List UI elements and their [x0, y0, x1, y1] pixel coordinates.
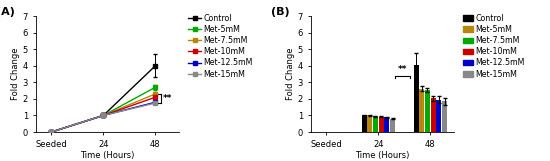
Bar: [384, 117, 389, 132]
Text: **: **: [163, 94, 173, 103]
Bar: [442, 101, 447, 132]
Bar: [390, 119, 395, 132]
Legend: Control, Met-5mM, Met-7.5mM, Met-10mM, Met-12.5mM, Met-15mM: Control, Met-5mM, Met-7.5mM, Met-10mM, M…: [463, 14, 525, 79]
Text: (A): (A): [0, 7, 15, 17]
Bar: [379, 117, 384, 132]
Bar: [419, 89, 424, 132]
Bar: [361, 115, 366, 132]
Bar: [425, 90, 430, 132]
Y-axis label: Fold Change: Fold Change: [11, 48, 20, 100]
Legend: Control, Met-5mM, Met-7.5mM, Met-10mM, Met-12.5mM, Met-15mM: Control, Met-5mM, Met-7.5mM, Met-10mM, M…: [188, 14, 252, 79]
Text: (B): (B): [271, 7, 289, 17]
Bar: [431, 98, 436, 132]
Bar: [367, 115, 372, 132]
X-axis label: Time (Hours): Time (Hours): [80, 152, 134, 161]
Y-axis label: Fold Change: Fold Change: [286, 48, 295, 100]
Bar: [436, 100, 442, 132]
Text: **: **: [398, 65, 407, 74]
X-axis label: Time (Hours): Time (Hours): [355, 152, 409, 161]
Bar: [414, 65, 419, 132]
Bar: [373, 116, 378, 132]
